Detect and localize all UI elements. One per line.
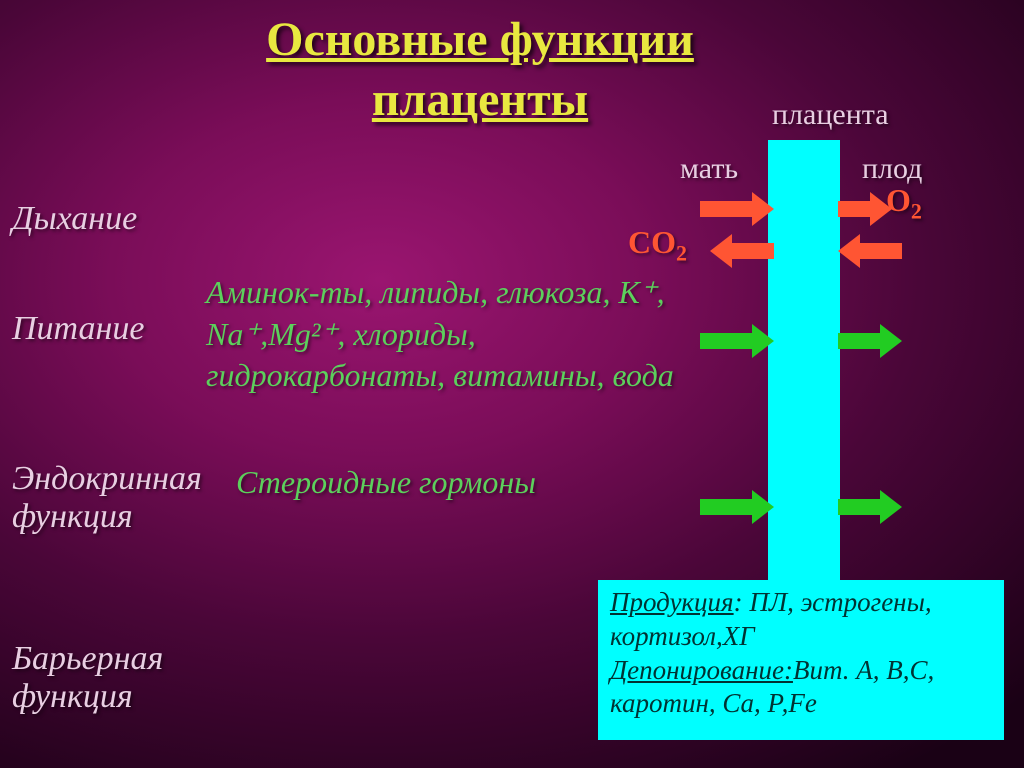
function-endocrine: Эндокриннаяфункция xyxy=(12,460,202,536)
function-nutrition: Питание xyxy=(12,310,144,348)
arrow-nut_right xyxy=(838,324,902,358)
arrow-end_right xyxy=(838,490,902,524)
arrow-co2_left xyxy=(710,234,774,268)
fetus-label: плод xyxy=(862,152,922,186)
function-barrier: Барьернаяфункция xyxy=(12,640,163,716)
info-box: Продукция: ПЛ, эстрогены, кортизол,ХГ Де… xyxy=(598,580,1004,740)
arrow-end_left xyxy=(700,490,774,524)
arrow-o2_left xyxy=(700,192,774,226)
nutrition-detail: Аминок-ты, липиды, глюкоза, К⁺, Na⁺,Mg²⁺… xyxy=(206,272,676,397)
placenta-label: плацента xyxy=(772,98,889,132)
arrow-o2_right xyxy=(838,192,892,226)
function-respiration: Дыхание xyxy=(12,200,137,238)
slide-title: Основные функции плаценты xyxy=(200,10,760,130)
arrow-co2_right xyxy=(838,234,902,268)
placenta-bar xyxy=(768,140,840,584)
endocrine-detail: Стероидные гормоны xyxy=(236,462,596,504)
arrow-nut_left xyxy=(700,324,774,358)
mother-label: мать xyxy=(680,152,738,186)
co2-label: CO2 xyxy=(628,224,687,266)
